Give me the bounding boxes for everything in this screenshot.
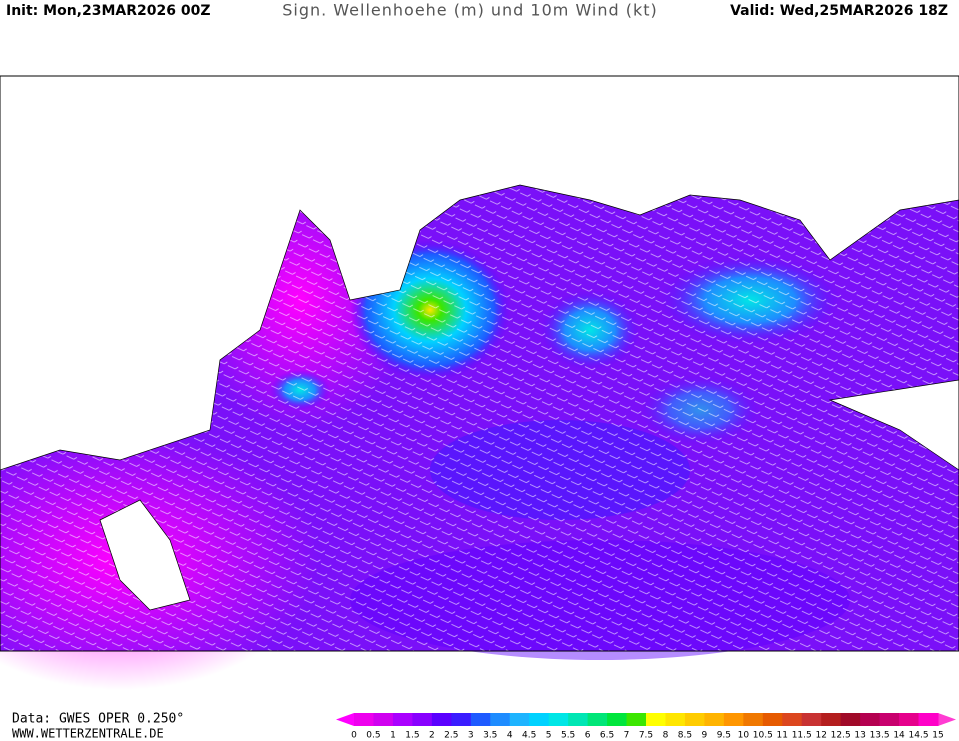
map-title: Sign. Wellenhoehe (m) und 10m Wind (kt) [282,1,658,20]
colorbar-box [918,713,939,726]
colorbar-tick-label: 14.5 [909,731,929,741]
colorbar-tick-label: 1 [390,731,396,741]
colorbar-box [879,713,900,726]
colorbar-box [431,713,452,726]
colorbar-tick-label: 1.5 [405,731,419,741]
colorbar-box [801,713,822,726]
colorbar-tick-label: 9 [702,731,708,741]
colorbar-box [548,713,569,726]
colorbar-box [704,713,725,726]
colorbar-tick-label: 15 [932,731,943,741]
colorbar-tick-label: 7 [624,731,630,741]
colorbar-tick-label: 2 [429,731,435,741]
colorbar-box [490,713,511,726]
colorbar-tick-label: 4 [507,731,513,741]
colorbar-tick-label: 2.5 [444,731,458,741]
colorbar-tick-label: 3 [468,731,474,741]
map-frame [0,75,959,652]
colorbar-tick-label: 6 [585,731,591,741]
colorbar-box [762,713,783,726]
colorbar-box [840,713,861,726]
colorbar-box [373,713,394,726]
colorbar-box [529,713,550,726]
colorbar-tick-label: 9.5 [717,731,731,741]
website: WWW.WETTERZENTRALE.DE [12,727,164,741]
colorbar-box [665,713,686,726]
colorbar-tick-label: 13 [854,731,865,741]
colorbar-tick-label: 11 [777,731,788,741]
valid-time: Valid: Wed,25MAR2026 18Z [730,3,948,19]
colorbar: 0 0.5 1 1.5 2 2.5 3 3.5 4 4.5 5 5.5 6 6.5 7 7.5 8 8.5 9 9.5… [336,713,956,741]
colorbar-tick-label: 13.5 [870,731,890,741]
colorbar-tick-label: 12.5 [831,731,851,741]
colorbar-box [646,713,666,726]
colorbar-tick-label: 5.5 [561,731,575,741]
colorbar-tick-label: 10.5 [753,731,773,741]
land [0,75,959,471]
colorbar-tick-label: 0 [351,731,357,741]
map [0,75,959,690]
colorbar-box [821,713,842,726]
colorbar-box [392,713,413,726]
colorbar-tick-label: 12 [815,731,826,741]
colorbar-box [451,713,472,726]
colorbar-tick-label: 14 [893,731,905,741]
init-time: Init: Mon,23MAR2026 00Z [6,3,210,19]
colorbar-box [509,713,530,726]
colorbar-box [899,713,920,726]
colorbar-tick-label: 7.5 [639,731,653,741]
colorbar-tick-label: 6.5 [600,731,614,741]
land [828,379,959,471]
colorbar-box [607,713,628,726]
colorbar-tick-label: 10 [738,731,750,741]
colorbar-tick-label: 3.5 [483,731,497,741]
colorbar-box [684,713,705,726]
colorbar-box [860,713,881,726]
colorbar-tick-label: 11.5 [792,731,812,741]
colorbar-tick-label: 5 [546,731,552,741]
colorbar-box [568,713,589,726]
colorbar-box [470,713,491,726]
colorbar-box [587,713,608,726]
colorbar-tick-label: 0.5 [366,731,380,741]
colorbar-box [782,713,803,726]
colorbar-box [626,713,647,726]
colorbar-box [354,713,374,726]
colorbar-box [723,713,744,726]
colorbar-box [412,713,433,726]
data-source: Data: GWES OPER 0.250° [12,712,184,727]
land [99,499,191,611]
colorbar-low [336,713,354,726]
colorbar-tick-label: 8 [663,731,669,741]
colorbar-tick-label: 8.5 [678,731,692,741]
colorbar-high [938,713,956,726]
colorbar-box [743,713,764,726]
colorbar-tick-label: 4.5 [522,731,536,741]
